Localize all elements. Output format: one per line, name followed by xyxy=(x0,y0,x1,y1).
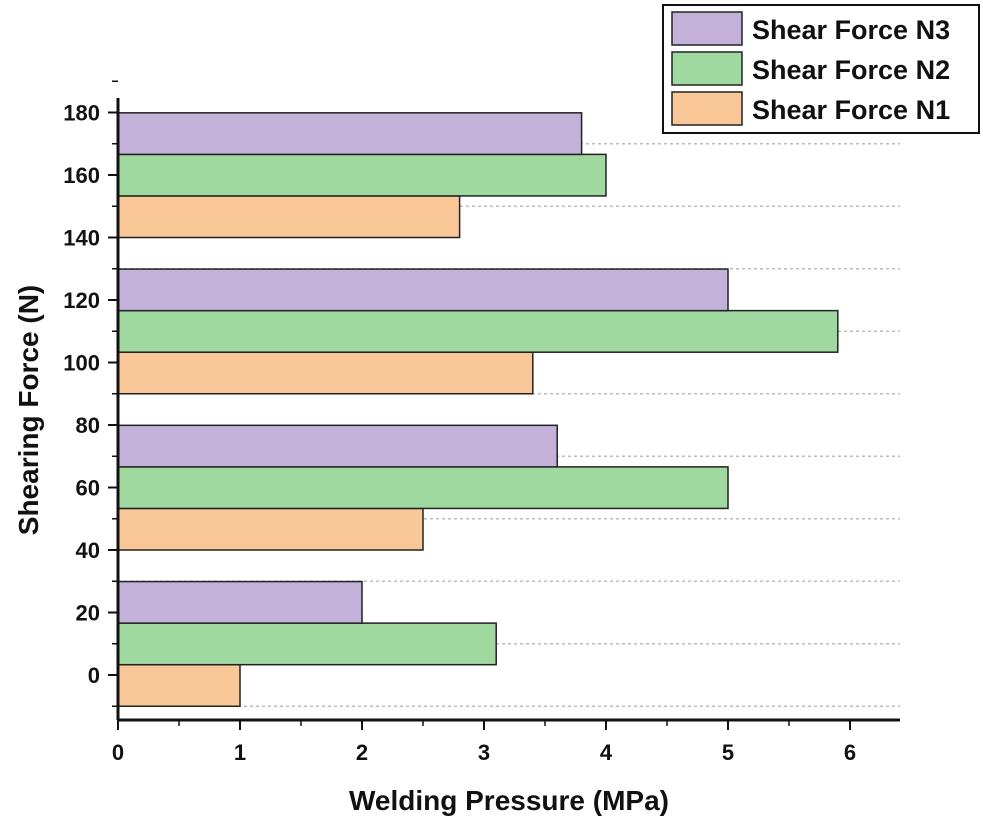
bar-shear-force-n1-2 xyxy=(117,507,424,551)
x-tick-label: 5 xyxy=(722,740,734,765)
x-tick-label: 2 xyxy=(356,740,368,765)
legend-swatch-shear-force-n2 xyxy=(671,51,743,86)
bar-shear-force-n2-3 xyxy=(117,309,839,353)
y-tick-label: 20 xyxy=(76,601,100,626)
bar-shear-force-n3-1 xyxy=(117,580,363,624)
y-tick-label: 40 xyxy=(76,538,100,563)
bar-shear-force-n3-2 xyxy=(117,424,558,468)
legend-label: Shear Force N3 xyxy=(752,15,950,45)
y-tick-label: 80 xyxy=(76,413,100,438)
bar-shear-force-n1-1 xyxy=(117,663,241,707)
x-tick-label: 6 xyxy=(844,740,856,765)
bar-shear-force-n2-4 xyxy=(117,153,607,197)
legend-label: Shear Force N1 xyxy=(752,95,950,125)
axes xyxy=(116,98,900,722)
bar-shear-force-n2-2 xyxy=(117,466,729,510)
legend-swatch-shear-force-n3 xyxy=(671,11,743,46)
y-tick-label: 120 xyxy=(63,288,100,313)
bars xyxy=(117,112,839,707)
y-tick-label: 100 xyxy=(63,351,100,376)
y-tick-label: 160 xyxy=(63,163,100,188)
y-axis-title: Shearing Force (N) xyxy=(13,285,44,535)
x-tick-label: 3 xyxy=(478,740,490,765)
x-tick-label: 0 xyxy=(112,740,124,765)
bar-shear-force-n1-4 xyxy=(117,195,461,239)
y-tick-label: 140 xyxy=(63,226,100,251)
bar-shear-force-n3-4 xyxy=(117,112,583,156)
x-axis-title: Welding Pressure (MPa) xyxy=(349,785,669,816)
legend-label: Shear Force N2 xyxy=(752,55,950,85)
y-tick-label: 0 xyxy=(88,663,100,688)
legend-swatch-shear-force-n1 xyxy=(671,91,743,126)
bar-shear-force-n2-1 xyxy=(117,622,497,666)
x-tick-label: 4 xyxy=(600,740,613,765)
bar-shear-force-n3-3 xyxy=(117,268,729,312)
x-tick-label: 1 xyxy=(234,740,246,765)
y-tick-label: 180 xyxy=(63,101,100,126)
y-tick-label: 60 xyxy=(76,476,100,501)
legend: Shear Force N3 Shear Force N2 Shear Force … xyxy=(662,4,980,134)
bar-shear-force-n1-3 xyxy=(117,351,534,395)
